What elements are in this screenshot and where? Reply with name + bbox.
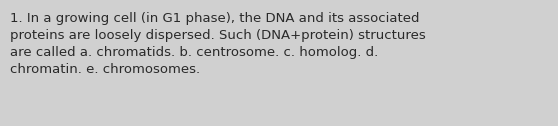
Text: 1. In a growing cell (in G1 phase), the DNA and its associated: 1. In a growing cell (in G1 phase), the … <box>10 12 420 25</box>
Text: proteins are loosely dispersed. Such (DNA+protein) structures: proteins are loosely dispersed. Such (DN… <box>10 29 426 42</box>
Text: are called a. chromatids. b. centrosome. c. homolog. d.: are called a. chromatids. b. centrosome.… <box>10 46 378 59</box>
Text: chromatin. e. chromosomes.: chromatin. e. chromosomes. <box>10 63 200 76</box>
